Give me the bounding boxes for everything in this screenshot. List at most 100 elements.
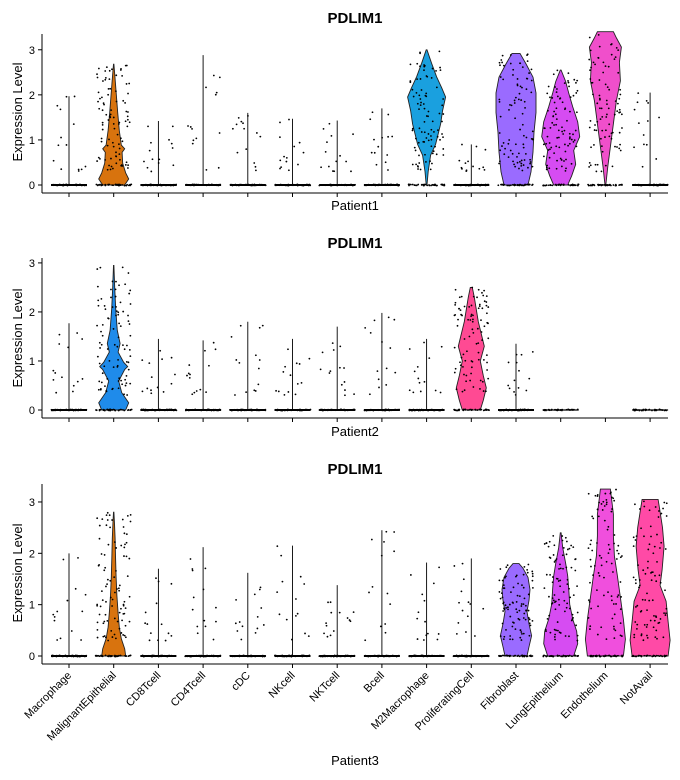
data-point <box>616 102 619 105</box>
data-point <box>114 288 117 291</box>
data-point <box>555 577 558 580</box>
data-point <box>329 634 332 637</box>
data-point <box>113 541 116 543</box>
data-point <box>431 120 434 123</box>
data-point <box>254 631 257 634</box>
data-point <box>243 409 246 412</box>
data-point <box>552 115 555 117</box>
data-point <box>96 654 98 657</box>
data-point <box>610 53 613 56</box>
data-point <box>631 655 634 658</box>
data-point <box>657 516 660 518</box>
data-point <box>116 588 118 590</box>
data-point <box>611 165 614 168</box>
data-point <box>590 607 593 610</box>
data-point <box>245 183 247 186</box>
data-point <box>611 508 613 510</box>
data-point <box>109 113 112 116</box>
data-point <box>387 135 390 138</box>
y-tick-label: 0 <box>29 180 35 192</box>
data-point <box>376 370 379 373</box>
data-point <box>124 164 127 166</box>
data-point <box>104 613 107 616</box>
data-point <box>453 371 456 374</box>
data-point <box>567 81 570 84</box>
data-point <box>118 611 121 614</box>
data-point <box>463 184 466 186</box>
data-point <box>190 409 193 411</box>
data-point <box>455 388 458 391</box>
data-point <box>196 632 199 635</box>
data-point <box>281 184 283 187</box>
data-point <box>101 128 104 131</box>
data-point <box>570 138 573 141</box>
data-point <box>129 183 132 186</box>
data-point <box>96 628 99 631</box>
data-point <box>464 162 467 165</box>
data-point <box>240 120 243 123</box>
data-point <box>514 96 517 99</box>
data-point <box>603 519 606 522</box>
data-point <box>442 154 445 156</box>
data-point <box>510 104 513 107</box>
data-point <box>101 599 104 602</box>
data-point <box>160 655 162 658</box>
data-point <box>607 552 610 555</box>
data-point <box>456 324 459 327</box>
data-point <box>481 307 484 310</box>
data-point <box>556 409 558 411</box>
data-point <box>114 184 117 186</box>
data-point <box>607 65 610 68</box>
data-point <box>467 160 469 163</box>
data-point <box>465 374 468 377</box>
data-point <box>478 305 481 308</box>
data-point <box>548 556 551 559</box>
data-point <box>426 184 429 187</box>
data-point <box>123 348 126 351</box>
data-point <box>505 566 508 569</box>
data-point <box>477 307 480 310</box>
data-point <box>416 617 419 620</box>
data-point <box>241 625 244 628</box>
data-point <box>594 63 596 66</box>
data-point <box>385 367 388 370</box>
data-point <box>655 158 658 160</box>
data-point <box>127 408 130 411</box>
data-point <box>568 635 570 638</box>
data-point <box>71 408 74 411</box>
data-point <box>161 654 164 657</box>
data-point <box>454 288 457 291</box>
data-point <box>503 608 506 611</box>
data-point <box>458 307 460 310</box>
data-point <box>395 655 398 658</box>
data-point <box>636 183 639 186</box>
data-point <box>296 383 299 385</box>
data-point <box>645 99 648 102</box>
data-point <box>279 654 282 657</box>
data-point <box>420 101 422 104</box>
data-point <box>482 607 485 610</box>
data-point <box>287 348 289 351</box>
data-point <box>306 655 308 658</box>
data-point <box>83 655 86 658</box>
data-point <box>258 326 261 329</box>
data-point <box>200 409 203 412</box>
data-point <box>75 409 77 412</box>
data-point <box>99 605 102 608</box>
data-point <box>504 604 507 607</box>
data-point <box>563 599 566 602</box>
data-point <box>658 574 661 577</box>
data-point <box>217 184 220 187</box>
data-point <box>127 111 129 113</box>
data-point <box>561 539 564 542</box>
data-point <box>109 408 112 411</box>
data-point <box>123 546 126 549</box>
data-point <box>483 300 486 303</box>
data-point <box>430 135 432 137</box>
data-point <box>514 409 516 411</box>
data-point <box>344 409 346 412</box>
data-point <box>508 408 511 411</box>
data-point <box>122 634 125 636</box>
data-point <box>378 409 381 411</box>
data-point <box>430 408 433 411</box>
